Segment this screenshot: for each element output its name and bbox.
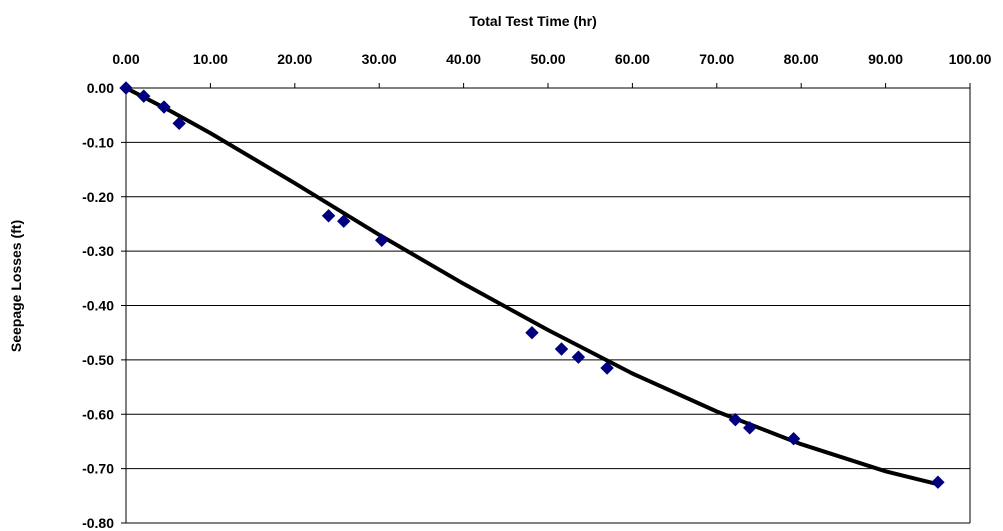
- x-tick-label: 100.00: [949, 51, 992, 67]
- data-point: [525, 325, 539, 340]
- y-tick-label: -0.60: [82, 406, 114, 422]
- trendline: [124, 86, 939, 486]
- x-tick-label: 50.00: [530, 51, 565, 67]
- data-point: [571, 350, 586, 364]
- y-tick-label: -0.80: [82, 515, 114, 531]
- x-tick-label: 70.00: [699, 51, 734, 67]
- data-point: [137, 89, 151, 103]
- data-point: [172, 116, 186, 131]
- tick-labels: 0.00 -0.10 -0.20 -0.30 -0.40 -0.50 -0.60 -0.70 -…: [82, 51, 992, 531]
- data-point: [600, 361, 614, 375]
- data-point: [321, 209, 336, 223]
- x-tick-label: 10.00: [193, 51, 228, 67]
- y-tick-label: -0.40: [82, 298, 114, 314]
- y-tick-label: -0.70: [82, 461, 114, 477]
- y-tick-label: -0.30: [82, 243, 114, 259]
- data-point: [375, 233, 389, 247]
- data-point: [119, 81, 133, 95]
- x-axis-title: Total Test Time (hr): [469, 13, 597, 29]
- x-tick-label: 0.00: [112, 51, 139, 67]
- y-axis-title: Seepage Losses (ft): [8, 220, 24, 352]
- trendline-path: [124, 86, 939, 486]
- x-tick-label: 80.00: [784, 51, 819, 67]
- x-tick-label: 40.00: [446, 51, 481, 67]
- axes: [121, 83, 971, 524]
- data-points: [119, 81, 945, 489]
- data-point: [157, 100, 171, 114]
- y-tick-label: 0.00: [87, 80, 114, 96]
- data-point: [931, 475, 945, 489]
- data-point: [554, 342, 569, 356]
- data-point: [786, 432, 801, 446]
- data-point: [337, 214, 351, 228]
- x-tick-label: 20.00: [277, 51, 312, 67]
- x-tick-label: 60.00: [615, 51, 650, 67]
- y-tick-label: -0.10: [82, 134, 114, 150]
- x-tick-label: 90.00: [868, 51, 903, 67]
- data-point: [728, 412, 743, 427]
- y-tick-label: -0.20: [82, 189, 114, 205]
- data-point: [743, 421, 757, 435]
- gridlines: [126, 87, 970, 524]
- y-tick-label: -0.50: [82, 352, 114, 368]
- x-tick-label: 30.00: [362, 51, 397, 67]
